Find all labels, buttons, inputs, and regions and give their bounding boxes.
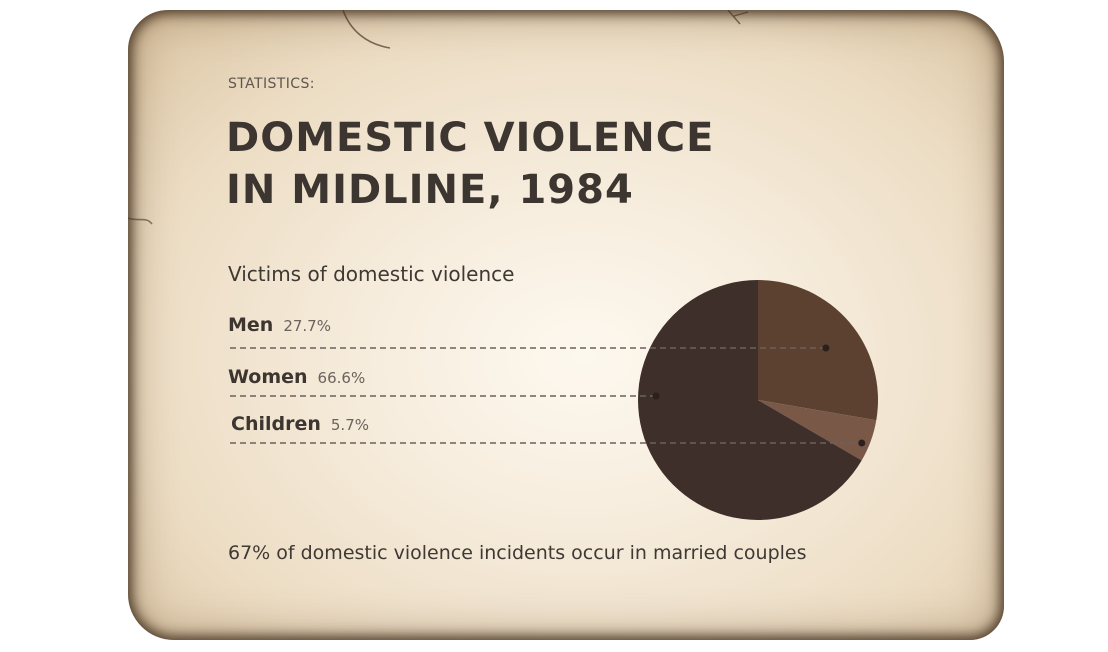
chart-title: Victims of domestic violence (228, 262, 515, 286)
legend-label-women: Women (228, 366, 308, 388)
legend-item-women: Women 66.6% (228, 366, 365, 388)
page-title-line-1: DOMESTIC VIOLENCE (226, 115, 715, 161)
pie-slice-children (758, 400, 877, 461)
leader-dot-men (822, 344, 830, 352)
pie-slice-men (758, 280, 878, 421)
legend-label-men: Men (228, 314, 274, 336)
stats-card: STATISTICS: DOMESTIC VIOLENCE IN MIDLINE… (128, 10, 1004, 640)
pie-chart (230, 280, 878, 520)
page-title-line-2: IN MIDLINE, 1984 (226, 167, 634, 213)
legend-item-men: Men 27.7% (228, 314, 331, 336)
leader-dot-women (652, 392, 660, 400)
footnote: 67% of domestic violence incidents occur… (228, 542, 807, 564)
leader-dot-children (858, 439, 866, 447)
legend-value-men: 27.7% (283, 317, 331, 335)
pie-slice-women (638, 280, 862, 520)
legend-value-women: 66.6% (317, 369, 366, 387)
eyebrow-label: STATISTICS: (228, 76, 315, 92)
page-title: DOMESTIC VIOLENCE IN MIDLINE, 1984 (226, 112, 714, 216)
aged-paper-texture (128, 10, 749, 225)
legend-item-children: Children 5.7% (231, 413, 369, 435)
legend-label-children: Children (231, 413, 321, 435)
legend-value-children: 5.7% (330, 416, 369, 434)
